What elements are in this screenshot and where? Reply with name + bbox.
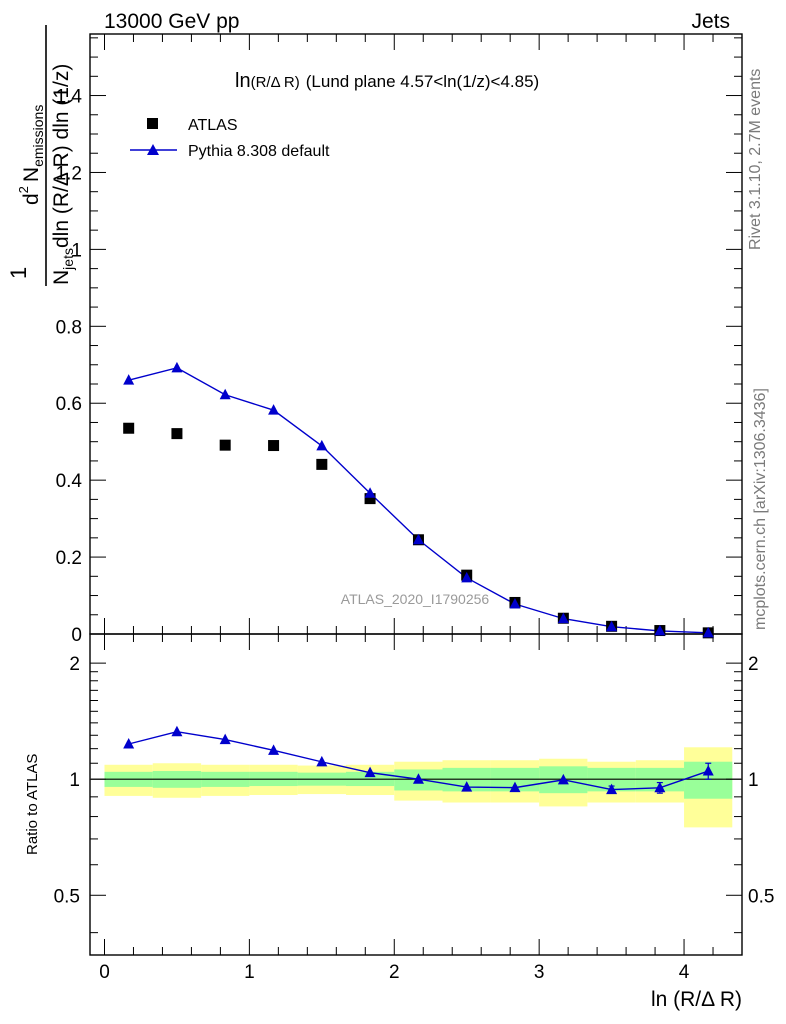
main-y-tick-label: 0.4 — [56, 471, 83, 492]
pythia-ratio-point — [557, 773, 569, 785]
ratio-uncertainty-bands — [104, 747, 733, 828]
pythia-main-point — [557, 612, 569, 624]
pythia-main-point — [461, 571, 473, 583]
main-y-tick-label: 1 — [71, 240, 82, 261]
pythia-ratio-point — [654, 781, 666, 793]
main-y-tick-label: 1.4 — [56, 87, 83, 108]
main-y-tick-label: 1.2 — [56, 163, 82, 184]
plot-title-rest: (Lund plane 4.57<ln(1/z)<4.85) — [306, 72, 539, 91]
pythia-main-point — [606, 620, 618, 632]
x-tick-label: 3 — [534, 962, 545, 983]
main-y-tick-label: 0.6 — [56, 394, 82, 415]
plot-title: ln(R/Δ R) (Lund plane 4.57<ln(1/z)<4.85) — [235, 70, 539, 92]
header-jets-label: Jets — [691, 10, 730, 33]
analysis-watermark: ATLAS_2020_I1790256 — [341, 591, 490, 607]
legend-marker-atlas — [147, 118, 158, 129]
pythia-main-point — [219, 388, 231, 400]
mcplots-label: mcplots.cern.ch [arXiv:1306.3436] — [752, 388, 769, 630]
ratio-y-tick-label-right: 0.5 — [748, 886, 774, 907]
atlas-data-point — [219, 439, 231, 451]
main-plot-series — [123, 361, 714, 639]
pythia-main-point — [364, 487, 376, 498]
ratio-y-tick-label: 2 — [69, 654, 80, 675]
y-label-one: 1 — [6, 267, 31, 279]
atlas-data-point — [364, 493, 376, 505]
ratio-plot-frame — [89, 633, 743, 956]
pythia-ratio-point — [606, 783, 618, 795]
ratio-y-tick-label-right: 2 — [748, 654, 759, 675]
ratio-y-tick-label-right: 1 — [748, 770, 759, 791]
pythia-ratio-point — [316, 755, 328, 767]
ratio-y-axis-label: Ratio to ATLAS — [24, 754, 41, 855]
pythia-ratio-point — [219, 733, 231, 745]
legend: ATLAS Pythia 8.308 default — [130, 117, 330, 160]
pythia-main-point — [509, 598, 521, 609]
plot-title-main: ln — [235, 70, 251, 92]
pythia-main-point — [654, 624, 666, 636]
ratio-y-tick-label: 1 — [69, 770, 80, 791]
x-tick-label: 4 — [679, 962, 690, 983]
atlas-data-point — [316, 458, 328, 470]
plot-title-small: (R/Δ R) — [251, 74, 300, 91]
pythia-ratio-point — [123, 737, 135, 749]
rivet-version-label: Rivet 3.1.10, 2.7M events — [747, 69, 764, 250]
ratio-y-tick-label: 0.5 — [54, 886, 80, 907]
pythia-main-point — [702, 626, 714, 638]
main-y-axis-label: 1 d2Nemissions Njetsdln (R/Δ R) dln (1/z… — [6, 25, 76, 286]
axes: 0 1 2 3 4 0 0.2 0.4 0.6 0.8 1 1.2 1.4 0.5 0.5 1 1 2 2 — [54, 33, 774, 983]
pythia-main-point — [171, 361, 183, 373]
atlas-data-point — [123, 422, 135, 434]
pythia-ratio-point — [171, 725, 183, 737]
atlas-data-point — [268, 440, 280, 452]
pythia-main-point — [123, 374, 135, 385]
x-axis-label: ln (R/Δ R) — [651, 988, 742, 1011]
pythia-ratio-point — [461, 781, 473, 792]
pythia-main-point — [316, 439, 328, 451]
pythia-ratio-point — [364, 766, 376, 778]
x-tick-label: 0 — [99, 962, 110, 983]
x-tick-label: 2 — [389, 962, 400, 983]
y-label-numerator: d2Nemissions — [16, 105, 46, 205]
legend-label-atlas: ATLAS — [188, 117, 238, 134]
pythia-ratio-point — [509, 781, 521, 793]
pythia-main-point — [268, 404, 280, 415]
x-tick-label: 1 — [244, 962, 255, 983]
main-y-tick-label: 0 — [71, 625, 82, 646]
pythia-main-point — [412, 533, 424, 545]
header-energy-label: 13000 GeV pp — [104, 10, 239, 33]
legend-marker-pythia — [147, 144, 159, 155]
ratio-plot-series — [123, 725, 714, 795]
atlas-data-point — [171, 428, 183, 440]
pythia-ratio-point — [412, 773, 424, 784]
main-y-tick-label: 0.2 — [56, 548, 82, 569]
pythia-ratio-point — [268, 744, 280, 755]
legend-label-pythia: Pythia 8.308 default — [188, 143, 330, 160]
pythia-ratio-point — [702, 765, 714, 776]
y-label-denominator: Njetsdln (R/Δ R) dln (1/z) — [50, 64, 76, 285]
main-y-tick-label: 0.8 — [56, 317, 82, 338]
